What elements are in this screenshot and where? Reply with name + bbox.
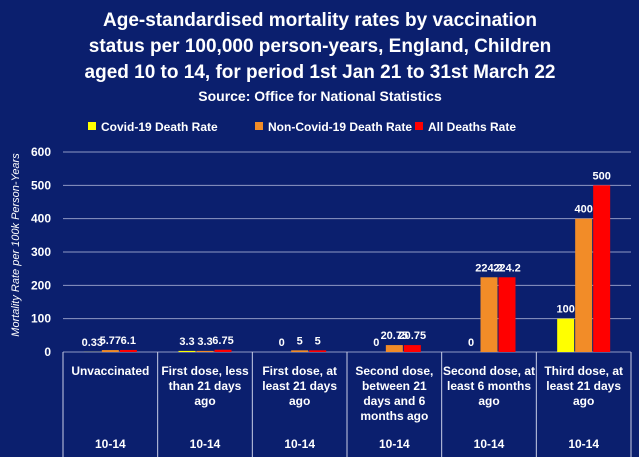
data-label: 5 bbox=[297, 335, 303, 347]
bar-covid-19-death-rate bbox=[557, 318, 575, 352]
title-line-1: Age-standardised mortality rates by vacc… bbox=[103, 10, 537, 31]
data-label: 400 bbox=[574, 204, 592, 216]
bar-non-covid-19-death-rate bbox=[101, 350, 119, 352]
data-label: 6.1 bbox=[121, 335, 136, 347]
data-label: 0.33 bbox=[82, 337, 103, 349]
y-tick-label: 500 bbox=[31, 178, 51, 192]
bar-covid-19-death-rate bbox=[178, 350, 196, 352]
data-label: 0 bbox=[373, 337, 379, 349]
category-label: least 21 days bbox=[546, 379, 621, 393]
category-label: between 21 bbox=[362, 379, 427, 393]
bar-non-covid-19-death-rate bbox=[196, 350, 214, 352]
bar-all-deaths-rate bbox=[403, 345, 421, 352]
legend-swatch bbox=[415, 122, 423, 130]
y-axis-label: Mortality Rate per 100k Person-Years bbox=[10, 153, 22, 337]
y-tick-label: 600 bbox=[31, 145, 51, 159]
category-label: ago bbox=[478, 394, 499, 408]
chart-subtitle: Source: Office for National Statistics bbox=[198, 88, 442, 104]
data-label: 3.3 bbox=[179, 336, 194, 348]
category-label: least 6 months bbox=[447, 379, 531, 393]
y-tick-label: 200 bbox=[31, 278, 51, 292]
chart-title: Age-standardised mortality rates by vacc… bbox=[85, 10, 556, 104]
data-label: 224.2 bbox=[493, 262, 521, 274]
data-label: 20.75 bbox=[381, 330, 409, 342]
title-line-3: aged 10 to 14, for period 1st Jan 21 to … bbox=[85, 62, 556, 83]
data-label: 0 bbox=[279, 337, 285, 349]
age-group-label: 10-14 bbox=[474, 437, 505, 451]
category-label: First dose, at bbox=[262, 364, 337, 378]
bar-all-deaths-rate bbox=[309, 350, 327, 352]
bar-non-covid-19-death-rate bbox=[291, 350, 309, 352]
data-label: 3.3 bbox=[197, 336, 212, 348]
age-group-label: 10-14 bbox=[568, 437, 599, 451]
bar-non-covid-19-death-rate bbox=[480, 277, 498, 352]
category-label: months ago bbox=[360, 409, 428, 423]
data-label: 500 bbox=[592, 170, 610, 182]
legend: Covid-19 Death Rate Non-Covid-19 Death Ra… bbox=[88, 120, 516, 134]
y-tick-label: 300 bbox=[31, 245, 51, 259]
category-label: than 21 days bbox=[169, 379, 242, 393]
category-label: Second dose, at bbox=[443, 364, 535, 378]
category-label: ago bbox=[289, 394, 310, 408]
data-label: 0 bbox=[468, 337, 474, 349]
gridlines bbox=[63, 151, 631, 353]
data-label: 5 bbox=[315, 335, 321, 347]
data-label: 20.75 bbox=[399, 330, 427, 342]
y-tick-label: 0 bbox=[44, 345, 51, 359]
bar-all-deaths-rate bbox=[214, 349, 232, 352]
bars bbox=[83, 185, 611, 352]
bar-all-deaths-rate bbox=[119, 349, 137, 352]
age-group-label: 10-14 bbox=[95, 437, 126, 451]
legend-label: Non-Covid-19 Death Rate bbox=[268, 120, 412, 134]
data-label: 224.2 bbox=[475, 262, 503, 274]
legend-label: All Deaths Rate bbox=[428, 120, 516, 134]
category-label: Second dose, bbox=[355, 364, 433, 378]
data-label: 6.75 bbox=[212, 335, 233, 347]
y-tick-label: 100 bbox=[31, 312, 51, 326]
data-label: 5.77 bbox=[100, 335, 121, 347]
data-label: 100 bbox=[556, 304, 574, 316]
bar-all-deaths-rate bbox=[498, 277, 516, 352]
bar-non-covid-19-death-rate bbox=[385, 345, 403, 352]
category-label: Third dose, at bbox=[544, 364, 623, 378]
age-group-label: 10-14 bbox=[190, 437, 221, 451]
title-line-2: status per 100,000 person-years, England… bbox=[89, 36, 552, 57]
category-label: Unvaccinated bbox=[71, 364, 149, 378]
y-tick-label: 400 bbox=[31, 212, 51, 226]
age-group-label: 10-14 bbox=[284, 437, 315, 451]
legend-swatch bbox=[88, 122, 96, 130]
category-label: ago bbox=[194, 394, 215, 408]
legend-swatch bbox=[255, 122, 263, 130]
bar-non-covid-19-death-rate bbox=[575, 218, 593, 352]
category-label: First dose, less bbox=[161, 364, 249, 378]
age-group-label: 10-14 bbox=[379, 437, 410, 451]
legend-label: Covid-19 Death Rate bbox=[101, 120, 218, 134]
data-labels: 0.33 3.3 0 0 0 100 5.77 3.3 5 20.75 224.2 400 6.1 6.7… bbox=[82, 170, 611, 349]
category-label: days and 6 bbox=[363, 394, 425, 408]
y-axis: 0 100 200 300 400 500 600 bbox=[31, 145, 51, 359]
category-label: least 21 days bbox=[262, 379, 337, 393]
category-label: ago bbox=[573, 394, 594, 408]
bar-all-deaths-rate bbox=[593, 185, 611, 352]
